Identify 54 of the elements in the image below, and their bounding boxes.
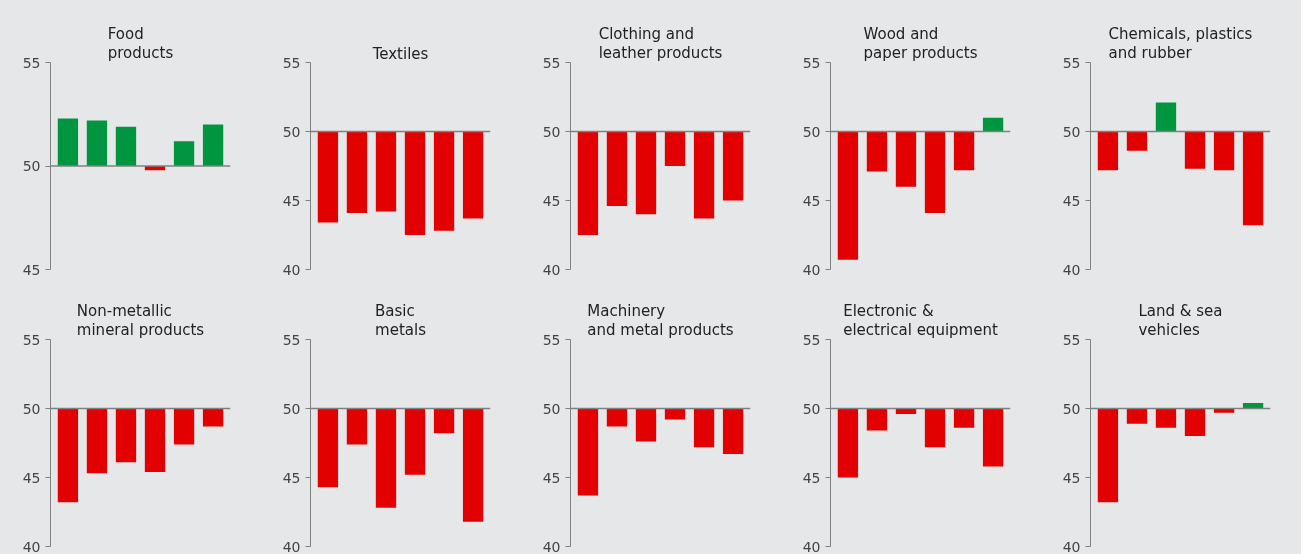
- y-tick-label: 50: [802, 123, 821, 140]
- y-tick-label: 55: [1062, 331, 1081, 348]
- y-tick-label: 45: [802, 192, 821, 209]
- y-tick-label: 55: [542, 54, 561, 71]
- y-tick-label: 40: [22, 538, 41, 554]
- chart-title: Wood and paper products: [863, 24, 978, 63]
- bar: [57, 118, 79, 166]
- y-tick-label: 50: [542, 400, 561, 417]
- y-tick-label: 50: [542, 123, 561, 140]
- y-tick-label: 55: [542, 331, 561, 348]
- bar: [115, 126, 137, 166]
- bar: [202, 124, 224, 166]
- bar: [173, 141, 195, 166]
- y-tick-label: 45: [1062, 469, 1081, 486]
- chart-title: Basic metals: [375, 301, 427, 340]
- y-tick-label: 40: [1062, 261, 1081, 278]
- chart-title: Clothing and leather products: [598, 24, 723, 63]
- y-tick-label: 45: [1062, 192, 1081, 209]
- chart-title: Non-metallic mineral products: [76, 301, 205, 340]
- chart-title: Textiles: [371, 44, 429, 63]
- y-tick-label: 55: [22, 331, 41, 348]
- chart-title: Land & sea vehicles: [1138, 301, 1223, 340]
- y-tick-label: 45: [282, 192, 301, 209]
- y-tick-label: 40: [802, 261, 821, 278]
- y-tick-label: 40: [542, 538, 561, 554]
- y-tick-label: 55: [802, 331, 821, 348]
- y-tick-label: 50: [282, 400, 301, 417]
- y-tick-label: 50: [22, 400, 41, 417]
- y-tick-label: 50: [22, 158, 41, 174]
- y-tick-label: 55: [282, 54, 301, 71]
- y-tick-label: 40: [542, 261, 561, 278]
- chart-title: Food products: [107, 24, 174, 63]
- chart-title: Electronic & electrical equipment: [843, 301, 998, 340]
- y-tick-label: 45: [542, 192, 561, 209]
- y-tick-label: 55: [22, 54, 41, 71]
- y-tick-label: 40: [282, 538, 301, 554]
- chart-title: Chemicals, plastics and rubber: [1108, 24, 1253, 63]
- y-tick-label: 45: [542, 469, 561, 486]
- y-tick-label: 45: [22, 261, 41, 278]
- chart-title: Machinery and metal products: [587, 301, 734, 340]
- y-tick-label: 55: [802, 54, 821, 71]
- y-tick-label: 45: [282, 469, 301, 486]
- y-tick-label: 45: [22, 469, 41, 486]
- y-tick-label: 40: [802, 538, 821, 554]
- y-tick-label: 50: [1062, 400, 1081, 417]
- y-tick-label: 40: [282, 261, 301, 278]
- y-tick-label: 45: [802, 469, 821, 486]
- bar: [86, 120, 108, 166]
- y-tick-label: 50: [1062, 123, 1081, 140]
- y-tick-label: 55: [1062, 54, 1081, 71]
- y-tick-label: 50: [802, 400, 821, 417]
- y-tick-label: 40: [1062, 538, 1081, 554]
- y-tick-label: 55: [282, 331, 301, 348]
- y-tick-label: 50: [282, 123, 301, 140]
